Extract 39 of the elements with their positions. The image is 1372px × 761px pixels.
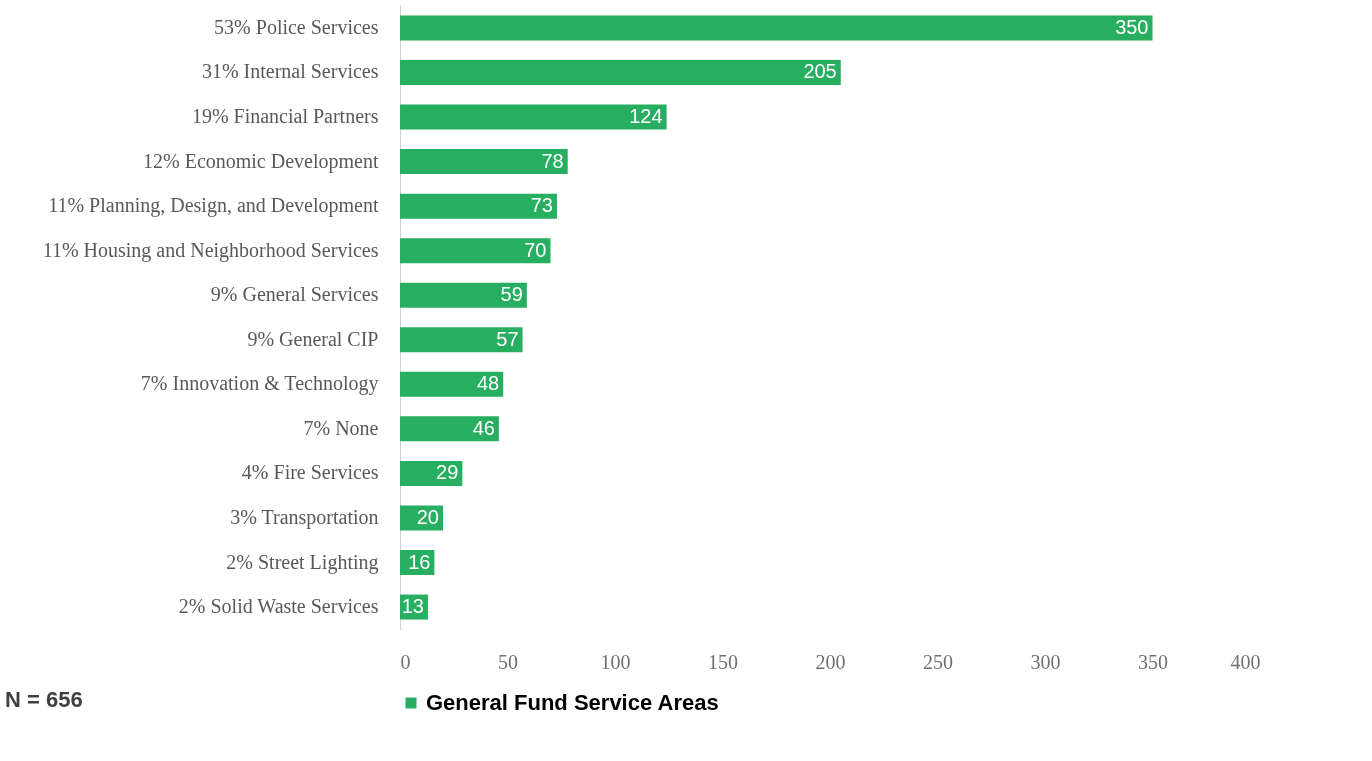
data-label: 16 — [408, 550, 431, 573]
y-tick-label: 2% Street Lighting — [226, 550, 379, 574]
data-label: 59 — [500, 283, 523, 306]
x-tick-label: 300 — [1030, 650, 1061, 673]
legend-label: General Fund Service Areas — [426, 690, 719, 715]
data-label: 29 — [436, 461, 459, 484]
y-tick-label: 7% Innovation & Technology — [140, 372, 379, 396]
y-tick-label: 3% Transportation — [230, 505, 379, 529]
data-label: 46 — [472, 416, 495, 439]
x-tick-label: 50 — [498, 650, 518, 673]
data-label: 48 — [476, 372, 500, 395]
x-tick-label: 200 — [815, 650, 846, 673]
y-tick-label: 11% Planning, Design, and Development — [48, 194, 379, 218]
x-tick-label: 100 — [600, 650, 631, 673]
x-tick-label: 0 — [400, 650, 411, 673]
x-tick-label: 150 — [708, 650, 738, 673]
y-tick-label: 9% General CIP — [247, 327, 379, 350]
y-tick-label: 11% Housing and Neighborhood Services — [42, 238, 379, 262]
x-tick-label: 400 — [1230, 650, 1261, 673]
y-tick-label: 4% Fire Services — [241, 461, 379, 484]
y-tick-label: 31% Internal Services — [201, 60, 379, 83]
data-label: 20 — [416, 505, 439, 528]
x-tick-label: 350 — [1138, 650, 1168, 673]
data-label: 70 — [524, 238, 547, 261]
y-tick-label: 53% Police Services — [214, 15, 379, 38]
y-tick-label: 9% General Services — [210, 283, 379, 306]
y-tick-label: 12% Economic Development — [143, 149, 379, 173]
data-label: 124 — [629, 105, 663, 128]
x-tick-label: 250 — [923, 650, 953, 673]
data-label: 205 — [803, 60, 837, 83]
text: N = 656 — [5, 687, 83, 712]
y-tick-label: 7% None — [303, 416, 379, 439]
data-label: 350 — [1115, 15, 1149, 38]
data-label: 13 — [401, 595, 424, 618]
data-label: 78 — [541, 149, 564, 172]
data-label: 57 — [496, 327, 519, 350]
data-label: 73 — [530, 194, 553, 217]
y-tick-label: 2% Solid Waste Services — [178, 595, 379, 618]
y-tick-label: 19% Financial Partners — [191, 105, 379, 128]
